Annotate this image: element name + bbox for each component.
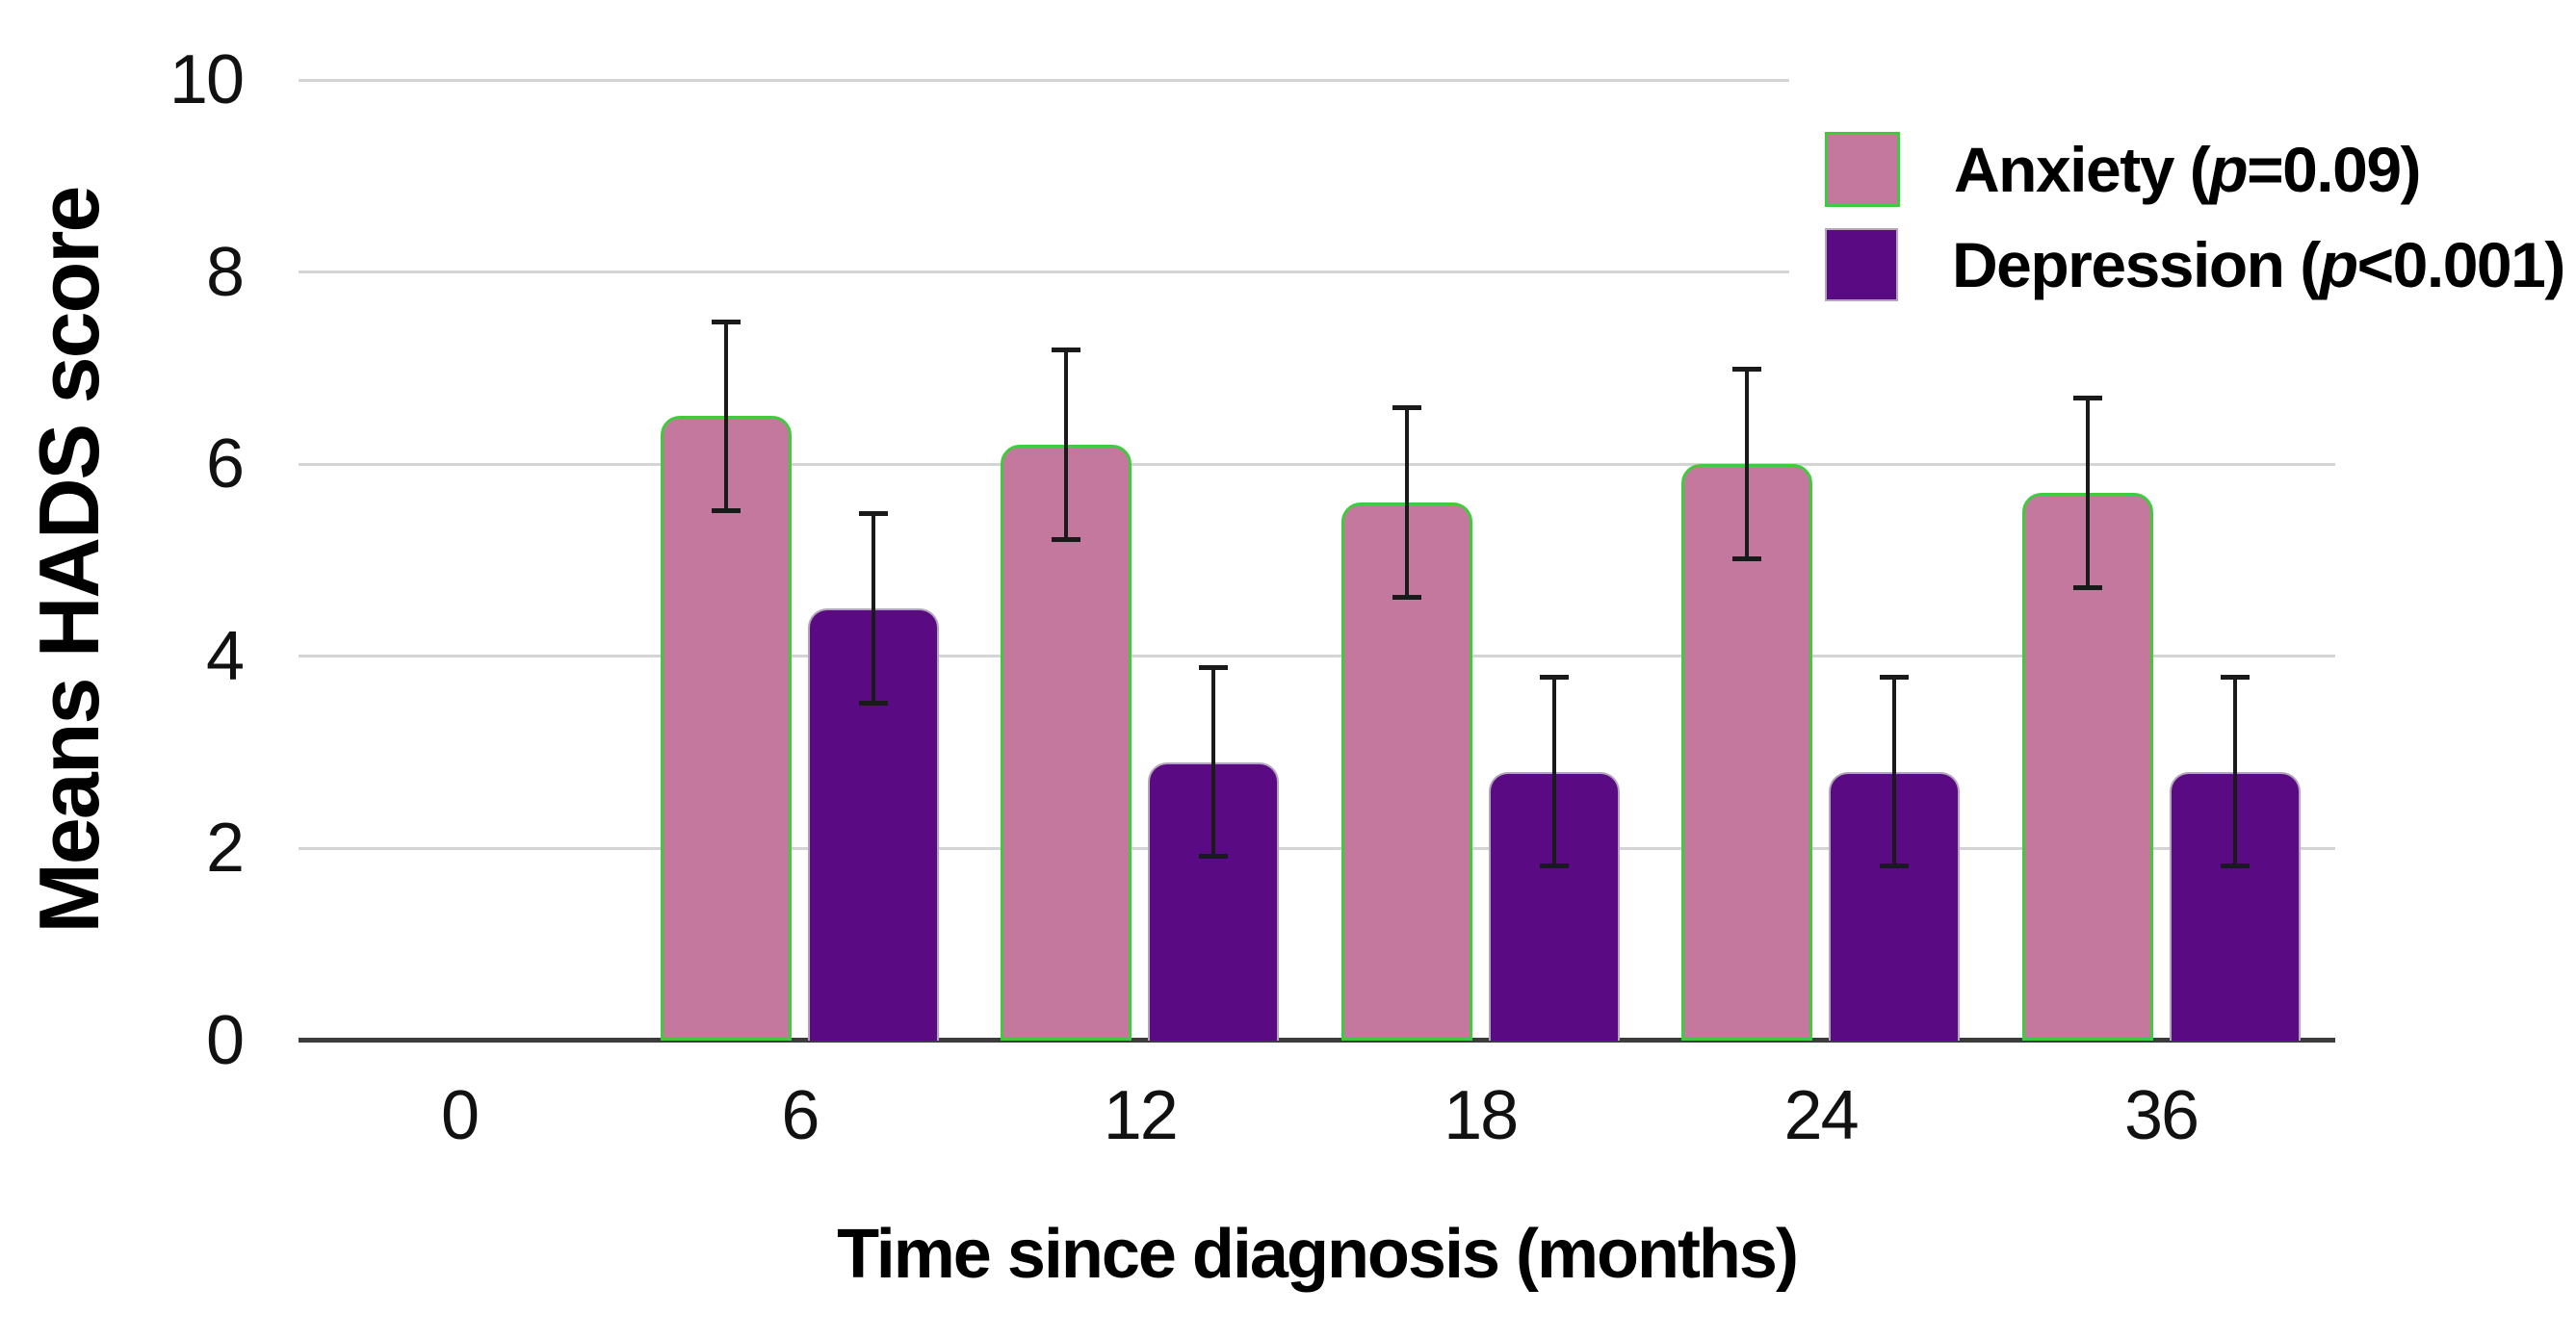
bar-slot — [1340, 80, 1472, 1041]
error-bar-depression-24 — [1892, 675, 1897, 868]
bar-slot — [1488, 80, 1620, 1041]
bar-slot — [1148, 80, 1280, 1041]
error-bar-depression-36 — [2232, 675, 2237, 868]
bar-group-36 — [2021, 80, 2301, 1041]
error-bar-anxiety-24 — [1745, 368, 1750, 560]
y-tick-label-2: 2 — [205, 810, 245, 888]
gridline-y8 — [299, 271, 1789, 274]
legend-label-depression-pre: Depression ( — [1952, 229, 2321, 300]
error-bar-depression-18 — [1551, 675, 1556, 868]
error-bar-anxiety-18 — [1404, 406, 1409, 599]
legend-label-anxiety-post: =0.09) — [2247, 134, 2421, 205]
x-tick-label-6: 6 — [781, 1077, 820, 1154]
legend-item-anxiety: Anxiety (p=0.09) — [1825, 132, 2564, 207]
bar-slot — [807, 80, 939, 1041]
legend-label-anxiety-pre: Anxiety ( — [1954, 134, 2211, 205]
bar-slot — [660, 80, 792, 1041]
x-tick-label-18: 18 — [1444, 1077, 1519, 1154]
error-bar-anxiety-6 — [723, 320, 728, 513]
error-bar-anxiety-36 — [2085, 397, 2090, 589]
bar-slot — [1681, 80, 1813, 1041]
bar-slot — [2169, 80, 2301, 1041]
y-tick-label-8: 8 — [205, 233, 245, 311]
y-tick-label-10: 10 — [169, 41, 245, 118]
legend-label-anxiety: Anxiety (p=0.09) — [1954, 133, 2422, 206]
error-bar-depression-6 — [871, 512, 875, 705]
bar-group-6 — [660, 80, 939, 1041]
y-tick-label-0: 0 — [205, 1002, 245, 1079]
bar-slot — [1001, 80, 1132, 1041]
gridline-y10 — [299, 78, 1789, 82]
x-tick-label-12: 12 — [1103, 1077, 1179, 1154]
x-axis-baseline — [299, 1038, 2335, 1043]
gridline-y6 — [299, 462, 2335, 466]
x-tick-label-24: 24 — [1783, 1077, 1860, 1154]
legend-swatch-anxiety — [1825, 132, 1900, 207]
x-tick-label-36: 36 — [2123, 1077, 2199, 1154]
bar-slot — [2021, 80, 2153, 1041]
gridline-y4 — [299, 655, 2335, 658]
legend-label-depression-post: <0.001) — [2356, 229, 2566, 300]
y-tick-label-4: 4 — [205, 617, 245, 695]
bar-group-24 — [1681, 80, 1961, 1041]
error-bar-depression-12 — [1211, 665, 1216, 859]
bar-slot — [1829, 80, 1961, 1041]
error-bar-anxiety-12 — [1064, 348, 1069, 542]
legend-item-depression: Depression (p<0.001) — [1825, 228, 2566, 301]
legend-label-depression: Depression (p<0.001) — [1952, 228, 2566, 301]
x-axis-title: Time since diagnosis (months) — [837, 1216, 1799, 1293]
y-tick-label-6: 6 — [205, 425, 245, 503]
legend-label-depression-p: p — [2319, 229, 2358, 300]
plot-area — [299, 78, 2335, 1043]
gridline-y2 — [299, 846, 2335, 850]
legend-swatch-depression — [1825, 228, 1898, 301]
bar-anxiety-12 — [1001, 445, 1132, 1041]
legend: Anxiety (p=0.09) Depression (p<0.001) — [1825, 132, 2566, 301]
x-tick-label-0: 0 — [440, 1077, 480, 1154]
bar-group-18 — [1340, 80, 1620, 1041]
bar-group-12 — [1001, 80, 1280, 1041]
legend-label-anxiety-p: p — [2209, 134, 2248, 205]
